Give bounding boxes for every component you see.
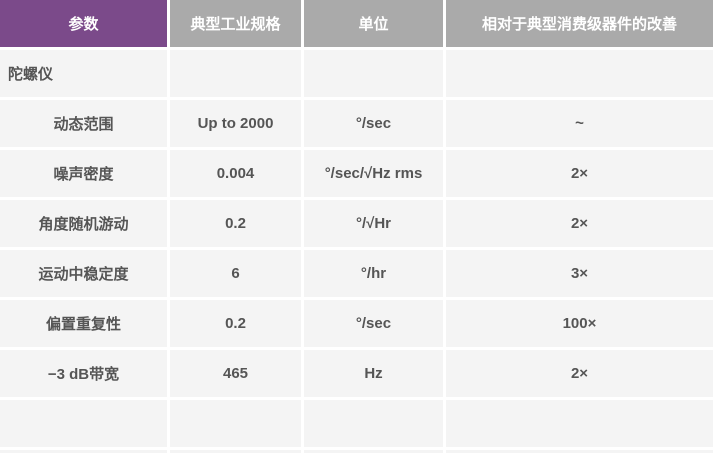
table-cell-unit: °/hr xyxy=(304,250,443,297)
table-cell-param: 偏置重复性 xyxy=(0,300,167,347)
table-cell-param: 噪声密度 xyxy=(0,150,167,197)
table-cell-improvement: 2× xyxy=(446,350,713,397)
table-cell-spec: 0.004 xyxy=(170,150,301,197)
table-cell-spec: 465 xyxy=(170,350,301,397)
table-cell-improvement: ~ xyxy=(446,100,713,147)
table-cell-spec: 6 xyxy=(170,250,301,297)
empty-cell xyxy=(170,400,301,447)
table-cell-unit: °/√Hr xyxy=(304,200,443,247)
table-cell-unit: Hz xyxy=(304,350,443,397)
header-unit: 单位 xyxy=(304,0,443,47)
empty-cell xyxy=(304,400,443,447)
empty-cell xyxy=(304,50,443,97)
table-cell-param: 运动中稳定度 xyxy=(0,250,167,297)
table-cell-param: 动态范围 xyxy=(0,100,167,147)
empty-cell xyxy=(304,450,443,453)
empty-cell xyxy=(170,450,301,453)
section-label: 陀螺仪 xyxy=(0,50,167,97)
table-cell-unit: °/sec xyxy=(304,100,443,147)
table-cell-improvement: 2× xyxy=(446,150,713,197)
header-spec: 典型工业规格 xyxy=(170,0,301,47)
header-param: 参数 xyxy=(0,0,167,47)
empty-cell xyxy=(446,450,713,453)
empty-cell xyxy=(446,50,713,97)
table-cell-improvement: 100× xyxy=(446,300,713,347)
table-cell-unit: °/sec xyxy=(304,300,443,347)
table-cell-improvement: 2× xyxy=(446,200,713,247)
table-cell-param: 角度随机游动 xyxy=(0,200,167,247)
header-improvement: 相对于典型消费级器件的改善 xyxy=(446,0,713,47)
table-cell-spec: 0.2 xyxy=(170,200,301,247)
empty-cell xyxy=(0,450,167,453)
table-cell-param: −3 dB带宽 xyxy=(0,350,167,397)
table-cell-unit: °/sec/√Hz rms xyxy=(304,150,443,197)
table-cell-spec: 0.2 xyxy=(170,300,301,347)
empty-cell xyxy=(446,400,713,447)
table-cell-spec: Up to 2000 xyxy=(170,100,301,147)
empty-cell xyxy=(170,50,301,97)
empty-cell xyxy=(0,400,167,447)
table-cell-improvement: 3× xyxy=(446,250,713,297)
